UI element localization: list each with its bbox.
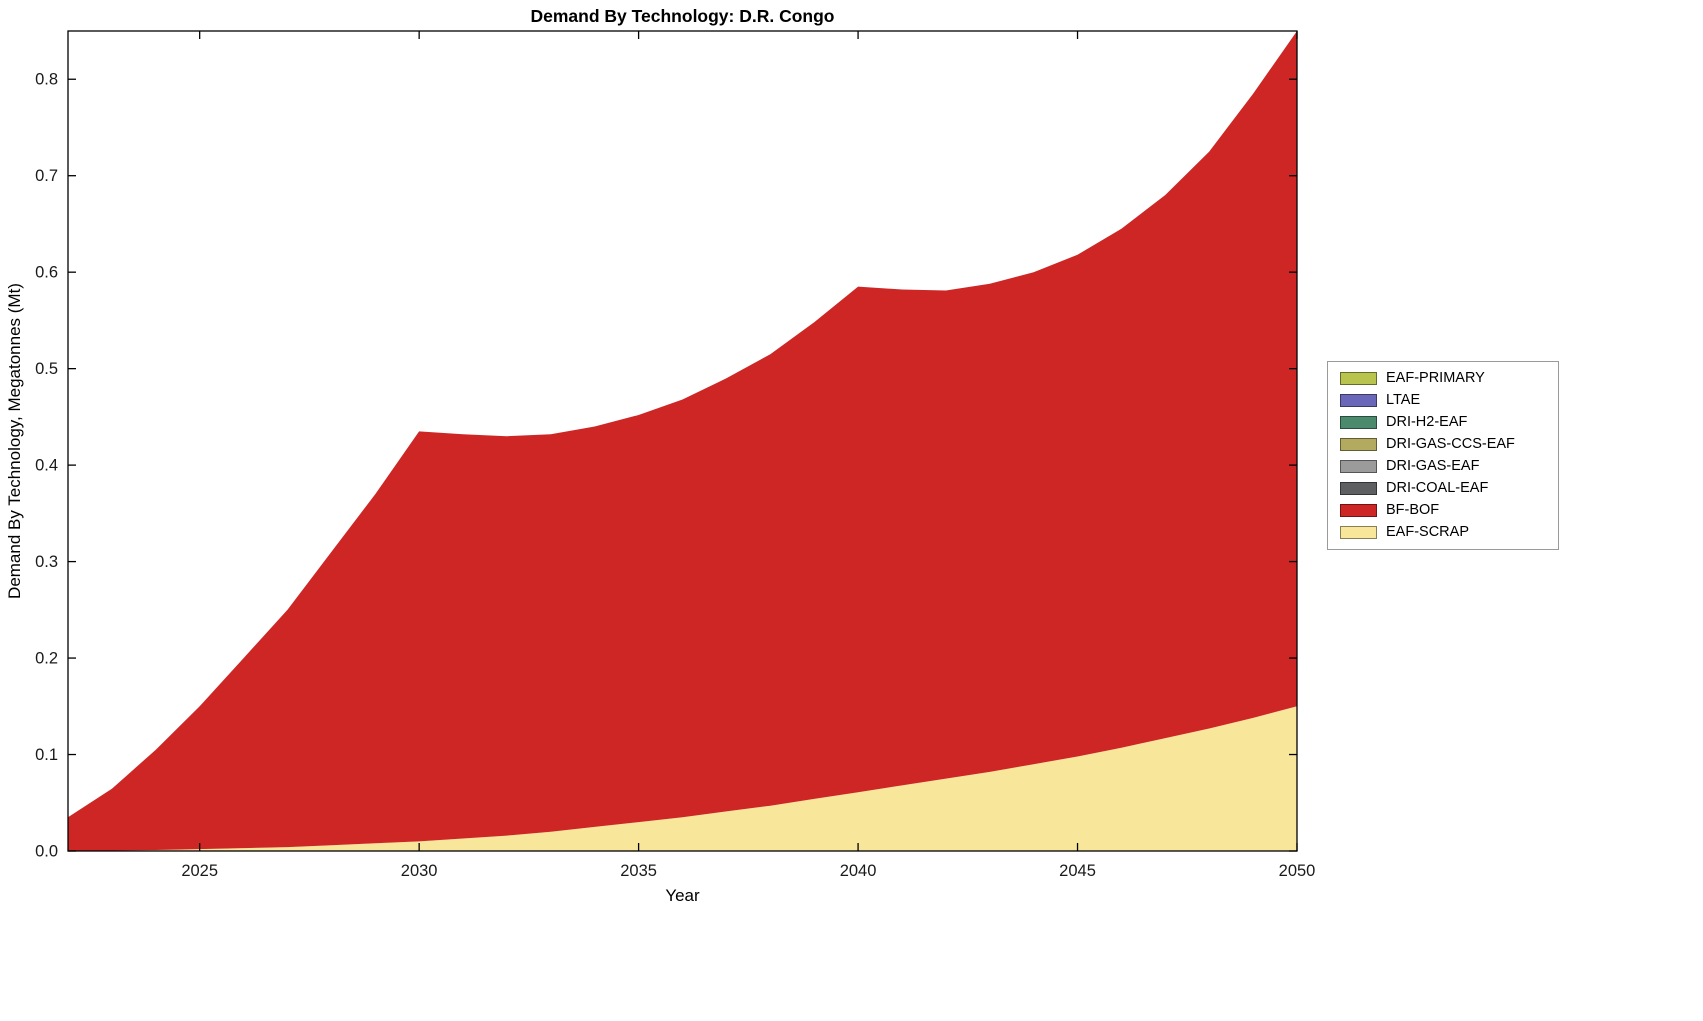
y-tick-label: 0.7 xyxy=(35,167,58,185)
plot-border xyxy=(67,30,1298,852)
legend-label: DRI-H2-EAF xyxy=(1386,414,1468,430)
y-tick-label: 0.3 xyxy=(35,553,58,571)
y-tick-label: 0.2 xyxy=(35,650,58,668)
x-tick-label: 2040 xyxy=(840,862,877,880)
y-tick-label: 0.6 xyxy=(35,264,58,282)
y-tick-label: 0.0 xyxy=(35,843,58,861)
x-tick-label: 2030 xyxy=(401,862,438,880)
x-tick-label: 2025 xyxy=(181,862,218,880)
legend-item-dri-coal-eaf: DRI-COAL-EAF xyxy=(1340,480,1558,496)
y-tick-label: 0.5 xyxy=(35,360,58,378)
legend-swatch xyxy=(1340,416,1377,429)
legend-item-dri-gas-ccs-eaf: DRI-GAS-CCS-EAF xyxy=(1340,436,1558,452)
legend: EAF-PRIMARY LTAE DRI-H2-EAF DRI-GAS-CCS-EAF… xyxy=(1327,361,1559,550)
x-axis-label: Year xyxy=(665,886,700,905)
legend-item-dri-h2-eaf: DRI-H2-EAF xyxy=(1340,414,1558,430)
area-bf-bof xyxy=(68,31,1297,851)
legend-swatch xyxy=(1340,526,1377,539)
legend-swatch xyxy=(1340,438,1377,451)
area-eaf-scrap xyxy=(68,706,1297,851)
legend-label: DRI-GAS-CCS-EAF xyxy=(1386,436,1515,452)
legend-label: DRI-GAS-EAF xyxy=(1386,458,1480,474)
legend-swatch xyxy=(1340,482,1377,495)
legend-label: EAF-PRIMARY xyxy=(1386,370,1485,386)
chart-title: Demand By Technology: D.R. Congo xyxy=(530,6,835,26)
legend-label: DRI-COAL-EAF xyxy=(1386,480,1489,496)
legend-item-dri-gas-eaf: DRI-GAS-EAF xyxy=(1340,458,1558,474)
legend-swatch xyxy=(1340,460,1377,473)
legend-item-eaf-scrap: EAF-SCRAP xyxy=(1340,524,1558,540)
legend-item-bf-bof: BF-BOF xyxy=(1340,502,1558,518)
legend-swatch xyxy=(1340,504,1377,517)
y-tick-label: 0.8 xyxy=(35,71,58,89)
y-tick-label: 0.4 xyxy=(35,457,58,475)
x-tick-label: 2045 xyxy=(1059,862,1096,880)
y-axis-label: Demand By Technology, Megatonnes (Mt) xyxy=(5,283,24,599)
legend-label: BF-BOF xyxy=(1386,502,1440,518)
legend-item-eaf-primary: EAF-PRIMARY xyxy=(1340,370,1558,386)
x-tick-label: 2035 xyxy=(620,862,657,880)
legend-swatch xyxy=(1340,394,1377,407)
legend-swatch xyxy=(1340,372,1377,385)
legend-label: EAF-SCRAP xyxy=(1386,524,1469,540)
y-tick-label: 0.1 xyxy=(35,746,58,764)
legend-item-ltae: LTAE xyxy=(1340,392,1558,408)
legend-label: LTAE xyxy=(1386,392,1421,408)
x-tick-label: 2050 xyxy=(1279,862,1316,880)
